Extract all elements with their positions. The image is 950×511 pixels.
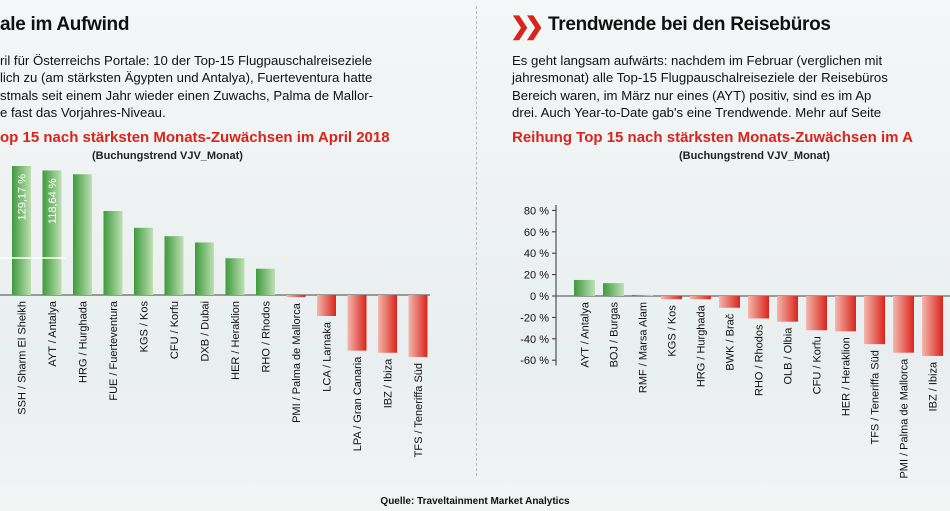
right-paragraph-line: jahresmonat) alle Top-15 Flugpauschalrei…: [512, 70, 888, 86]
category-label: HER / Heraklion: [841, 337, 853, 416]
y-tick-label: 0 %: [530, 291, 549, 303]
left-chart-subtitle: (Buchungstrend VJV_Monat): [92, 150, 243, 162]
right-paragraph-line: Es geht langsam aufwärts: nachdem im Feb…: [512, 53, 883, 68]
category-label: BWK / Brač: [725, 313, 737, 370]
category-label: OLB / Olbia: [783, 327, 795, 385]
source-note: Quelle: Traveltainment Market Analytics: [380, 496, 570, 507]
left-paragraph-line: stmals seit einem Jahr wieder einen Zuwa…: [0, 87, 374, 103]
category-label: PMI / Palma de Mallorca: [899, 358, 911, 479]
bar: [225, 258, 245, 295]
bar: [12, 166, 31, 295]
category-label: LPA / Gran Canaria: [352, 356, 364, 451]
bar: [806, 296, 827, 331]
bar: [103, 211, 123, 295]
right-bar-chart: 80 % 60 % 40 % 20 % 0 % -20 % -40 % -60 % AYT / …: [520, 205, 950, 479]
category-label: FUE / Fuerteventura: [108, 300, 120, 401]
bar: [864, 296, 885, 345]
bar: [42, 170, 62, 295]
category-label: LCA / Larnaka: [322, 321, 334, 392]
bar: [632, 294, 653, 296]
data-label: 118,64 %: [47, 178, 59, 224]
bar: [286, 295, 306, 298]
category-label: IBZ / Ibiza: [383, 358, 395, 408]
category-label: SSH / Sharm El Sheikh: [17, 301, 29, 415]
bar: [748, 296, 769, 319]
category-label: RMF / Marsa Alam: [638, 302, 650, 393]
bar: [195, 242, 214, 295]
bar: [574, 279, 595, 296]
left-chart-title: op 15 nach stärksten Monats-Zuwächsen im…: [0, 129, 390, 146]
bar: [317, 295, 336, 316]
right-title: Trendwende bei den Reisebüros: [548, 14, 831, 35]
left-paragraph-line: lich zu (am stärksten Ägypten und Antaly…: [0, 70, 373, 86]
left-paragraph-line: ril für Österreichs Portale: 10 der Top-…: [0, 53, 373, 68]
y-tick-label: -20 %: [520, 312, 549, 324]
category-label: DXB / Dubai: [200, 301, 212, 362]
category-label: CFU / Korfu: [169, 301, 181, 359]
y-tick-label: -60 %: [520, 355, 549, 367]
y-tick-label: 20 %: [524, 270, 549, 282]
right-chart-title: Reihung Top 15 nach stärksten Monats-Zuw…: [512, 129, 913, 146]
category-label: BOJ / Burgas: [609, 302, 621, 368]
bar: [719, 296, 740, 308]
bar: [408, 295, 428, 357]
bar: [164, 236, 184, 295]
category-label: TFS / Teneriffa Süd: [413, 363, 425, 457]
bar: [603, 283, 624, 296]
data-label: 129,17 %: [17, 174, 29, 221]
category-label: KGS / Kos: [139, 301, 151, 353]
left-paragraph: ril für Österreichs Portale: 10 der Top-…: [0, 52, 373, 122]
category-label: RHO / Rhodos: [261, 301, 273, 373]
bar: [690, 296, 711, 300]
bar: [835, 296, 856, 332]
bar: [893, 296, 914, 353]
bar: [256, 268, 275, 295]
category-label: RHO / Rhodos: [754, 324, 766, 396]
bar: [661, 296, 682, 300]
category-label: HER / Heraklion: [230, 301, 242, 380]
category-label: TFS / Teneriffa Süd: [870, 350, 882, 444]
y-tick-label: -40 %: [520, 334, 549, 346]
left-title: ale im Aufwind: [0, 14, 130, 35]
bar: [777, 296, 798, 322]
category-label: HRG / Hurghada: [78, 300, 90, 383]
bar: [134, 227, 153, 295]
category-label: IBZ / Ibiza: [928, 361, 940, 411]
panel-divider: [476, 6, 477, 476]
left-bar-chart: 129,17 % SSH / Sharm El Sheikh 118,64 % AYT…: [0, 166, 430, 457]
bar: [73, 174, 92, 295]
right-chart-subtitle: (Buchungstrend VJV_Monat): [679, 150, 830, 162]
left-paragraph-line: e fast das Vorjahres-Niveau.: [0, 105, 166, 121]
right-panel: ❯❯ Trendwende bei den Reisebüros Es geht…: [490, 0, 950, 511]
category-label: PMI / Palma de Mallorca: [291, 302, 303, 423]
category-label: AYT / Antalya: [47, 300, 59, 367]
y-tick-label: 80 %: [524, 205, 549, 217]
left-panel: ale im Aufwind ril für Österreichs Porta…: [0, 0, 470, 511]
right-paragraph-line: drei. Auch Year-to-Date gab's eine Trend…: [512, 105, 882, 121]
y-tick-label: 60 %: [524, 227, 549, 239]
y-tick-label: 40 %: [524, 248, 549, 260]
category-label: KGS / Kos: [667, 305, 679, 357]
category-label: HRG / Hurghada: [696, 304, 708, 387]
right-paragraph: Es geht langsam aufwärts: nachdem im Feb…: [512, 52, 888, 122]
bar: [378, 295, 397, 353]
right-paragraph-line: Bereich waren, im März nur eines (AYT) p…: [512, 87, 872, 103]
category-label: CFU / Korfu: [812, 336, 824, 394]
category-label: AYT / Antalya: [580, 301, 592, 368]
bar: [922, 296, 943, 356]
bar: [347, 295, 367, 351]
